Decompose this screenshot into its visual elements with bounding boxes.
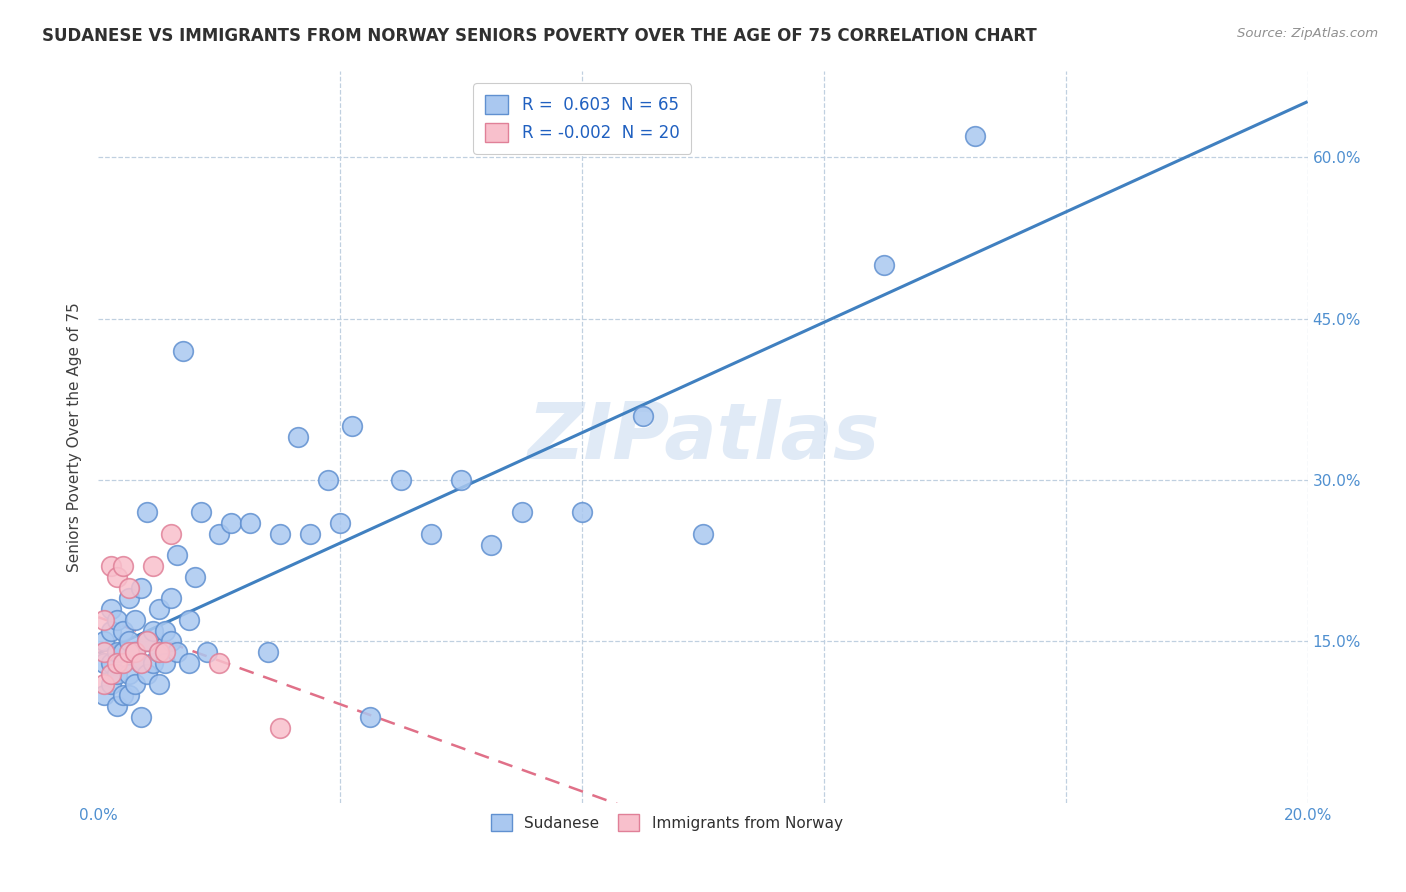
Point	[111, 688, 134, 702]
Point	[166, 549, 188, 563]
Point	[148, 677, 170, 691]
Point	[389, 473, 412, 487]
Point	[179, 656, 201, 670]
Point	[208, 656, 231, 670]
Point	[329, 516, 352, 530]
Point	[208, 527, 231, 541]
Point	[481, 538, 503, 552]
Point	[450, 473, 472, 487]
Point	[269, 721, 291, 735]
Point	[420, 527, 443, 541]
Point	[160, 634, 183, 648]
Point	[124, 645, 146, 659]
Point	[316, 473, 339, 487]
Point	[111, 624, 134, 638]
Point	[100, 602, 122, 616]
Point	[299, 527, 322, 541]
Text: Source: ZipAtlas.com: Source: ZipAtlas.com	[1237, 27, 1378, 40]
Point	[172, 344, 194, 359]
Point	[153, 645, 176, 659]
Point	[129, 656, 152, 670]
Point	[873, 258, 896, 272]
Legend: Sudanese, Immigrants from Norway: Sudanese, Immigrants from Norway	[484, 806, 851, 839]
Point	[256, 645, 278, 659]
Point	[118, 591, 141, 606]
Point	[142, 559, 165, 574]
Point	[195, 645, 218, 659]
Point	[93, 656, 115, 670]
Point	[129, 581, 152, 595]
Point	[111, 645, 134, 659]
Point	[118, 688, 141, 702]
Point	[631, 409, 654, 423]
Point	[93, 634, 115, 648]
Point	[221, 516, 243, 530]
Point	[129, 656, 152, 670]
Point	[153, 624, 176, 638]
Text: SUDANESE VS IMMIGRANTS FROM NORWAY SENIORS POVERTY OVER THE AGE OF 75 CORRELATIO: SUDANESE VS IMMIGRANTS FROM NORWAY SENIO…	[42, 27, 1038, 45]
Point	[135, 634, 157, 648]
Point	[111, 656, 134, 670]
Y-axis label: Seniors Poverty Over the Age of 75: Seniors Poverty Over the Age of 75	[67, 302, 83, 572]
Point	[142, 624, 165, 638]
Point	[100, 677, 122, 691]
Point	[179, 613, 201, 627]
Point	[190, 505, 212, 519]
Point	[160, 591, 183, 606]
Text: ZIPatlas: ZIPatlas	[527, 399, 879, 475]
Point	[129, 710, 152, 724]
Point	[135, 666, 157, 681]
Point	[692, 527, 714, 541]
Point	[166, 645, 188, 659]
Point	[269, 527, 291, 541]
Point	[153, 656, 176, 670]
Point	[100, 656, 122, 670]
Point	[135, 505, 157, 519]
Point	[510, 505, 533, 519]
Point	[105, 613, 128, 627]
Point	[100, 624, 122, 638]
Point	[239, 516, 262, 530]
Point	[360, 710, 382, 724]
Point	[135, 634, 157, 648]
Point	[124, 677, 146, 691]
Point	[105, 570, 128, 584]
Point	[111, 559, 134, 574]
Point	[965, 128, 987, 143]
Point	[118, 634, 141, 648]
Point	[124, 613, 146, 627]
Point	[148, 602, 170, 616]
Point	[100, 666, 122, 681]
Point	[124, 645, 146, 659]
Point	[571, 505, 593, 519]
Point	[148, 645, 170, 659]
Point	[142, 656, 165, 670]
Point	[118, 666, 141, 681]
Point	[105, 656, 128, 670]
Point	[105, 645, 128, 659]
Point	[342, 419, 364, 434]
Point	[100, 559, 122, 574]
Point	[148, 645, 170, 659]
Point	[93, 645, 115, 659]
Point	[160, 527, 183, 541]
Point	[93, 613, 115, 627]
Point	[118, 581, 141, 595]
Point	[93, 688, 115, 702]
Point	[184, 570, 207, 584]
Point	[287, 430, 309, 444]
Point	[118, 645, 141, 659]
Point	[93, 677, 115, 691]
Point	[105, 666, 128, 681]
Point	[105, 698, 128, 713]
